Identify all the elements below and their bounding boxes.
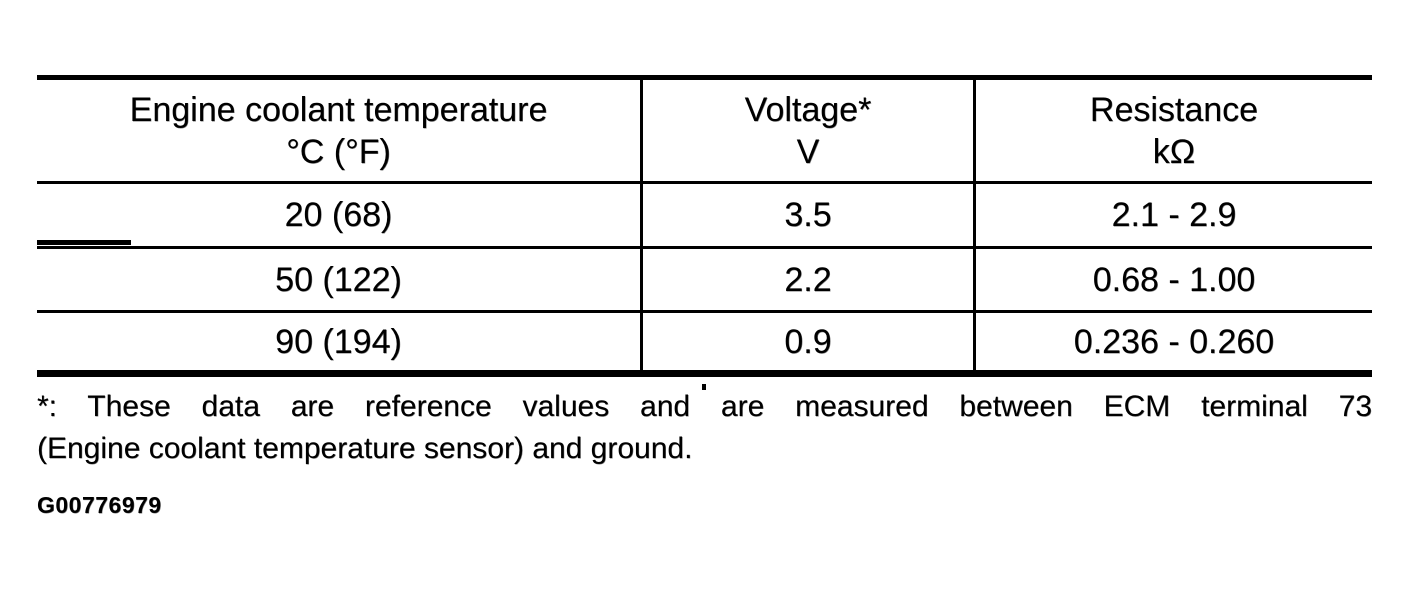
header-cell-resistance: Resistance kΩ (973, 80, 1372, 181)
footnote-line2: (Engine coolant temperature sensor) and … (37, 432, 693, 465)
footnote-line1: *: These data are reference values and a… (37, 390, 1372, 423)
table-cell-voltage-row1: 3.5 (640, 181, 973, 246)
header-voltage-line1: Voltage* (744, 90, 872, 129)
table-cell-temp-row2: 50 (122) (37, 246, 640, 310)
table-cell-resistance-row3: 0.236 - 0.260 (973, 310, 1372, 370)
header-temperature-line1: Engine coolant temperature (129, 90, 548, 129)
header-resistance-units: kΩ (1152, 132, 1196, 171)
scan-artifact-line-stub (37, 240, 131, 245)
header-cell-engine-coolant-temperature: Engine coolant temperature °C (°F) (37, 80, 640, 181)
table-cell-resistance-row2: 0.68 - 1.00 (973, 246, 1372, 310)
header-voltage-units: V (796, 132, 820, 171)
table-cell-voltage-row3: 0.9 (640, 310, 973, 370)
header-cell-voltage: Voltage* V (640, 80, 973, 181)
scan-artifact-speck (702, 384, 706, 390)
header-resistance-line1: Resistance (1089, 90, 1259, 129)
table-cell-temp-row3: 90 (194) (37, 310, 640, 370)
table-cell-resistance-row1: 2.1 - 2.9 (973, 181, 1372, 246)
header-temperature-units: °C (°F) (286, 132, 391, 171)
coolant-sensor-spec-table: Engine coolant temperature °C (°F) Volta… (37, 75, 1372, 377)
table-footnote: *: These data are reference values and a… (37, 386, 1372, 470)
table-cell-voltage-row2: 2.2 (640, 246, 973, 310)
figure-id: G00776979 (37, 492, 162, 518)
table-cell-temp-row1: 20 (68) (37, 181, 640, 246)
